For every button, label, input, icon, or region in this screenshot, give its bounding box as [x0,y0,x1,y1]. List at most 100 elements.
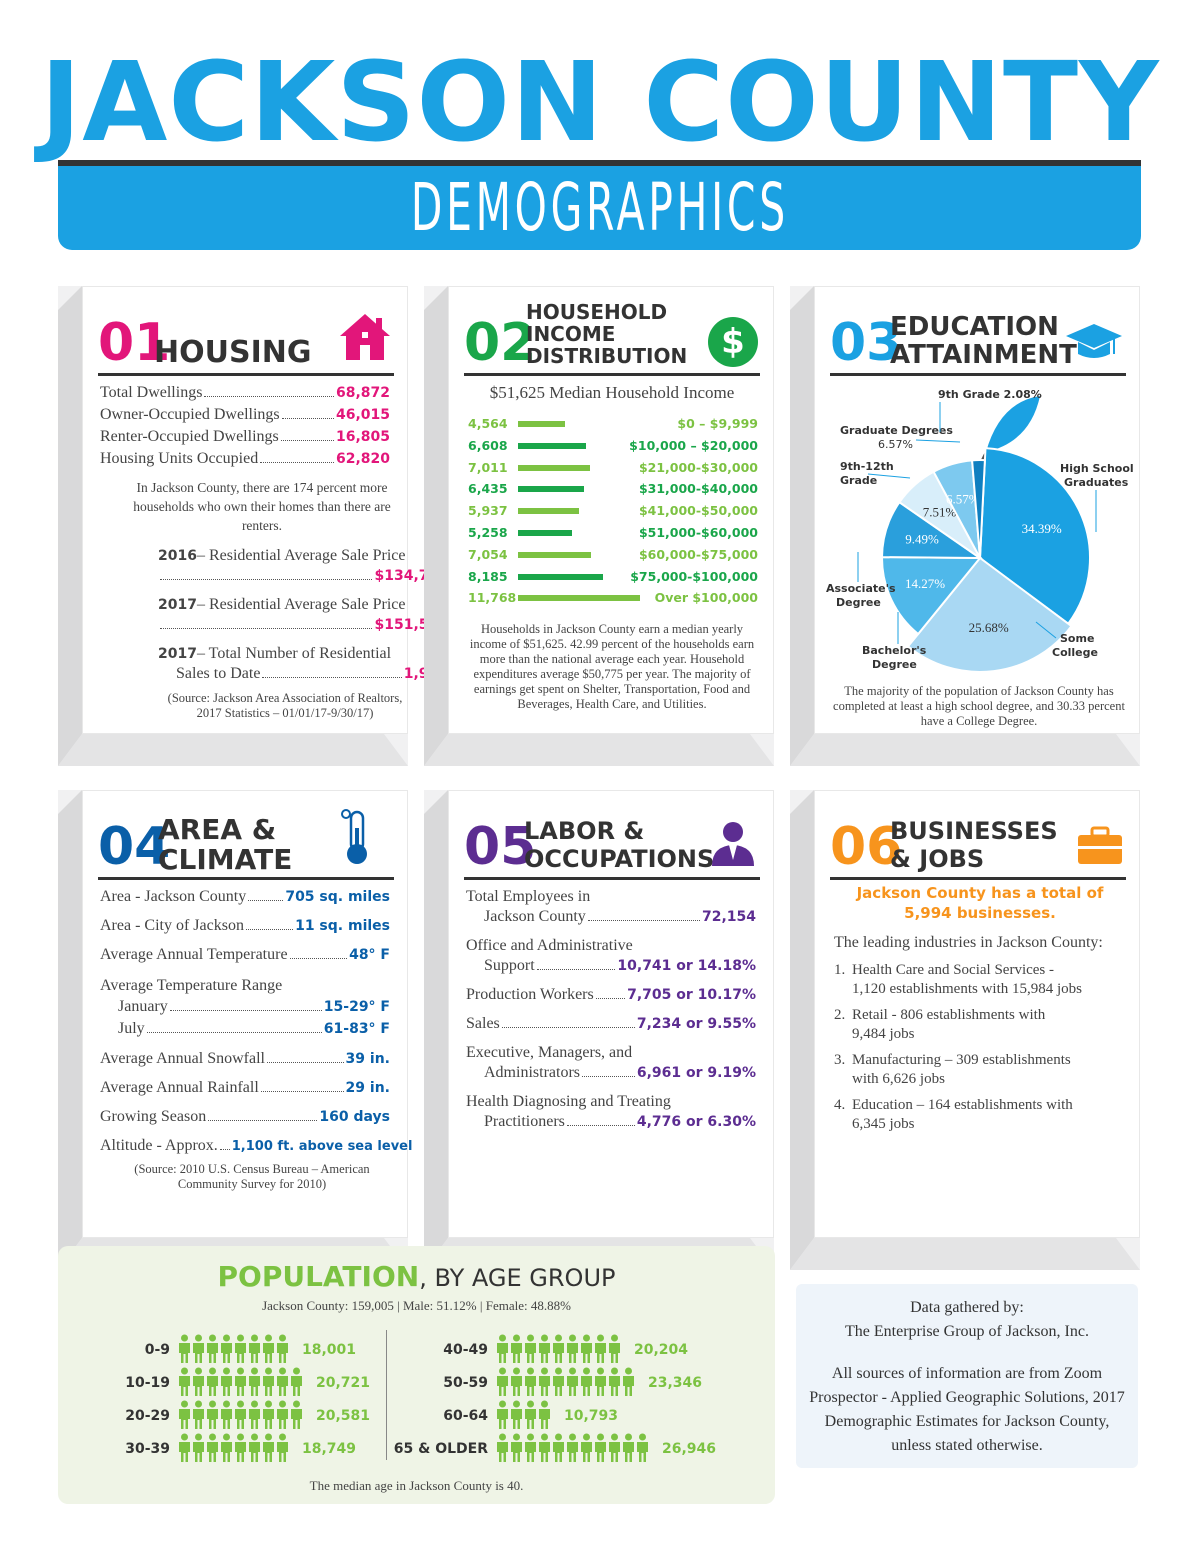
person-icon [193,1400,204,1429]
person-icon [263,1433,274,1462]
income-bar-value: 5,258 [468,525,508,540]
housing-row-value: 68,872 [335,385,390,401]
labor-panel: 05 LABOR & OCCUPATIONS Total Employees i… [424,790,774,1270]
median-age-note: The median age in Jackson County is 40. [309,1478,524,1493]
population-icons [178,1400,304,1432]
section-title-line1: HOUSEHOLD [526,300,668,324]
person-icon [511,1334,522,1363]
section-title: HOUSING [154,335,312,370]
income-bar-row: 7,054 $60,000-$75,000 [468,545,758,565]
income-bar-value: 8,185 [468,568,508,584]
person-icon [623,1433,634,1462]
rainfall-row: Average Annual Rainfall 29 in. [100,1079,390,1096]
growing-season-row: Growing Season 160 days [100,1108,390,1125]
temp-range-label: Average Temperature Range [100,977,283,994]
income-bar-category: $41,000-$50,000 [638,503,758,519]
area-county-row: Area - Jackson County 705 sq. miles [100,888,390,905]
population-icons [178,1367,304,1399]
income-bar [518,421,565,427]
income-bar-value: 5,937 [468,503,508,519]
population-icons [496,1367,636,1399]
person-icon [553,1367,564,1396]
pie-callout-label: Graduate Degrees [840,424,953,437]
person-icon [263,1334,274,1363]
credit-line-3: All sources of information are from Zoom… [809,1365,1125,1454]
person-icon [277,1433,288,1462]
labor-row-value: 4,776 or 6.30% [636,1114,756,1130]
industry-number: 4. [834,1097,846,1113]
labor-row-label-cont: Jackson County [484,908,586,925]
income-panel: 02 HOUSEHOLD INCOME DISTRIBUTION $ $51,6… [424,286,774,766]
labor-row: Administrators 6,961 or 9.19% [484,1062,756,1084]
person-icon [539,1400,550,1429]
labor-row-label: Production Workers [466,986,594,1003]
pie-callout-label: 6.57% [878,438,913,451]
thermometer-icon [340,808,374,871]
person-icon [221,1334,232,1363]
section-title-line2: INCOME [526,322,616,346]
age-group-label: 0-9 [144,1342,170,1358]
labor-row-label-cont: Practitioners [484,1113,565,1130]
industry-number: 3. [834,1052,846,1068]
person-icon [525,1367,536,1396]
income-bar-row: 8,185 $75,000-$100,000 [468,567,758,587]
business-intro: The leading industries in Jackson County… [834,934,1103,951]
income-bar-value: 11,768 [468,590,517,606]
housing-row-label: Renter-Occupied Dwellings [100,428,279,445]
income-bar-category: Over $100,000 [654,590,758,606]
area-header: 04 AREA & CLIMATE [98,809,394,880]
person-icon [581,1367,592,1396]
section-number: 05 [464,817,537,877]
person-icon [525,1400,536,1429]
pie-callout-label: Degree [872,658,917,671]
industry-line-2: 1,120 establishments with 15,984 jobs [852,981,1082,997]
pie-slice-label: 34.39% [1022,521,1062,536]
housing-note: In Jackson County, there are 174 percent… [133,480,391,533]
housing-row-value: 16,805 [335,429,390,445]
income-bar [518,486,584,493]
house-icon [338,312,392,367]
section-title-line1: LABOR & [524,817,645,845]
person-icon [609,1334,620,1363]
person-icon [221,1433,232,1462]
housing-source: (Source: Jackson Area Association of Rea… [167,691,403,720]
housing-row: Housing Units Occupied 62,820 [100,448,390,470]
income-bar-value: 4,564 [468,416,508,431]
age-group-value: 18,001 [302,1342,357,1358]
title-rule [58,160,1141,166]
person-icon [207,1433,218,1462]
industry-line-1: Education – 164 establishments with [852,1097,1073,1113]
population-title-bold: POPULATION [217,1260,420,1293]
person-icon [609,1433,620,1462]
income-bar-category: $75,000-$100,000 [630,568,758,584]
person-icon [249,1334,260,1363]
person-icon [609,1367,620,1396]
person-icon [539,1433,550,1462]
person-icon [249,1400,260,1429]
age-group-label: 65 & OLDER [393,1441,488,1457]
section-title-line2: OCCUPATIONS [524,845,715,873]
sale-2017-value: $151,511 [158,614,448,636]
income-bar-row: 11,768 Over $100,000 [468,588,758,608]
labor-row-label-cont: Support [484,957,535,974]
credit-line-1: Data gathered by: [910,1299,1024,1316]
industry-number: 2. [834,1007,846,1023]
housing-row-value: 46,015 [335,407,390,423]
pie-slice [881,556,983,636]
labor-row-label: Health Diagnosing and Treating [466,1093,671,1110]
pie-leader-line [915,439,961,443]
business-panel: 06 BUSINESSES & JOBS Jackson County has … [790,790,1140,1270]
person-icon [291,1400,302,1429]
section-title-line2: CLIMATE [158,843,293,876]
labor-row-label: Total Employees in [466,888,591,905]
person-icon [525,1433,536,1462]
avg-temp-row: Average Annual Temperature 48° F [100,946,390,963]
housing-row: Renter-Occupied Dwellings 16,805 [100,426,390,448]
person-icon [207,1400,218,1429]
worker-icon [708,820,758,871]
labor-row-value: 6,961 or 9.19% [636,1065,756,1081]
housing-row-label: Housing Units Occupied [100,450,259,467]
labor-row: Jackson County 72,154 [484,906,756,928]
age-group-value: 20,721 [316,1375,371,1391]
industry-number: 1. [834,962,846,978]
